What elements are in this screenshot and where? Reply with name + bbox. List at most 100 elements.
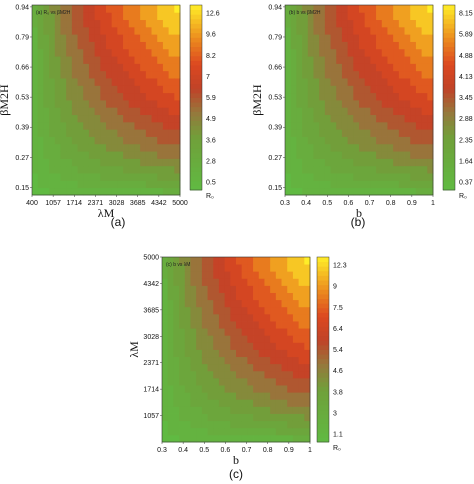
- heatmap-cell: [313, 165, 320, 174]
- heatmap-cell: [247, 349, 254, 358]
- heatmap-cell: [167, 342, 174, 350]
- heatmap-cell: [213, 342, 220, 350]
- heatmap-cell: [117, 151, 124, 159]
- heatmap-cell: [140, 63, 147, 72]
- heatmap-cell: [290, 114, 297, 123]
- heatmap-cell: [123, 136, 130, 145]
- heatmap-cell: [264, 321, 271, 329]
- heatmap-cell: [347, 107, 354, 116]
- heatmap-cell: [37, 136, 44, 145]
- x-axis-label: b: [233, 453, 239, 467]
- heatmap-cell: [264, 420, 271, 429]
- heatmap-cell: [302, 34, 309, 42]
- colorbar-segment: [317, 275, 329, 281]
- heatmap-cell: [201, 399, 208, 407]
- heatmap-cell: [319, 19, 326, 28]
- heatmap-cell: [353, 100, 360, 108]
- y-tick-label: 0.94: [268, 4, 282, 11]
- heatmap-cell: [128, 121, 135, 130]
- heatmap-cell: [218, 321, 226, 329]
- heatmap-cell: [404, 63, 411, 72]
- heatmap-cell: [281, 299, 288, 308]
- heatmap-cell: [393, 143, 400, 152]
- heatmap-cell: [285, 158, 292, 167]
- heatmap-cell: [174, 78, 181, 86]
- heatmap-cell: [213, 328, 220, 336]
- heatmap-cell: [174, 187, 181, 196]
- y-tick-label: 0.66: [268, 65, 282, 72]
- heatmap-cell: [336, 165, 343, 174]
- y-tick-label: 0.79: [268, 34, 282, 41]
- heatmap-cell: [128, 5, 135, 13]
- heatmap-cell: [213, 392, 220, 400]
- heatmap-cell: [151, 19, 158, 28]
- heatmap-cell: [207, 392, 214, 400]
- heatmap-cell: [117, 48, 124, 57]
- heatmap-cell: [134, 100, 141, 108]
- heatmap-cell: [184, 278, 191, 286]
- heatmap-cell: [292, 370, 300, 379]
- heatmap-cell: [123, 151, 130, 159]
- heatmap-cell: [207, 413, 214, 422]
- heatmap-cell: [393, 107, 400, 116]
- heatmap-cell: [37, 143, 44, 152]
- heatmap-cell: [285, 107, 292, 116]
- heatmap-cell: [281, 377, 288, 386]
- heatmap-cell: [241, 257, 248, 265]
- heatmap-cell: [330, 92, 337, 101]
- heatmap-cell: [281, 370, 288, 379]
- heatmap-cell: [258, 377, 265, 386]
- heatmap-cell: [37, 56, 44, 64]
- heatmap-cell: [145, 56, 152, 64]
- heatmap-cell: [258, 285, 265, 293]
- heatmap-cell: [100, 78, 107, 86]
- colorbar-segment: [190, 46, 202, 52]
- y-tick-label: 2371: [143, 360, 159, 367]
- heatmap-cell: [247, 399, 254, 407]
- heatmap-cell: [151, 63, 158, 72]
- heatmap-cell: [196, 292, 203, 301]
- heatmap-cell: [281, 392, 288, 400]
- heatmap-cell: [196, 285, 203, 293]
- heatmap-cell: [298, 349, 305, 358]
- heatmap-cell: [83, 56, 90, 64]
- colorbar-segment: [443, 9, 455, 15]
- heatmap-cell: [330, 187, 337, 196]
- heatmap-cell: [359, 56, 366, 64]
- y-tick-label: 0.27: [268, 155, 282, 162]
- heatmap-cell: [213, 299, 220, 308]
- heatmap-cell: [201, 264, 208, 272]
- heatmap-cell: [37, 70, 44, 79]
- heatmap-cell: [37, 78, 44, 86]
- heatmap-cell: [196, 420, 203, 429]
- heatmap-cell: [258, 420, 265, 429]
- heatmap-cell: [270, 427, 277, 436]
- heatmap-cell: [298, 385, 305, 393]
- heatmap-cell: [264, 292, 271, 301]
- heatmap-cell: [304, 299, 311, 308]
- heatmap-cell: [247, 363, 254, 372]
- heatmap-cell: [347, 78, 354, 86]
- heatmap-cell: [218, 285, 226, 293]
- heatmap-cell: [253, 427, 260, 436]
- heatmap-cell: [83, 121, 90, 130]
- heatmap-cell: [37, 173, 44, 181]
- heatmap-cell: [145, 34, 152, 42]
- heatmap-cell: [410, 48, 417, 57]
- colorbar-segment: [443, 166, 455, 172]
- heatmap-cell: [304, 356, 311, 365]
- colorbar-segment: [443, 125, 455, 131]
- heatmap-cell: [174, 158, 181, 167]
- heatmap-cell: [77, 180, 84, 189]
- heatmap-cell: [117, 70, 124, 79]
- heatmap-cell: [66, 5, 73, 13]
- heatmap-cell: [32, 187, 39, 196]
- heatmap-cell: [168, 180, 175, 189]
- colorbar-segment: [190, 65, 202, 71]
- heatmap-cell: [37, 100, 44, 108]
- heatmap-cell: [168, 100, 175, 108]
- heatmap-cell: [275, 285, 282, 293]
- heatmap-cell: [393, 26, 400, 35]
- heatmap-cell: [313, 70, 320, 79]
- heatmap-cell: [100, 180, 107, 189]
